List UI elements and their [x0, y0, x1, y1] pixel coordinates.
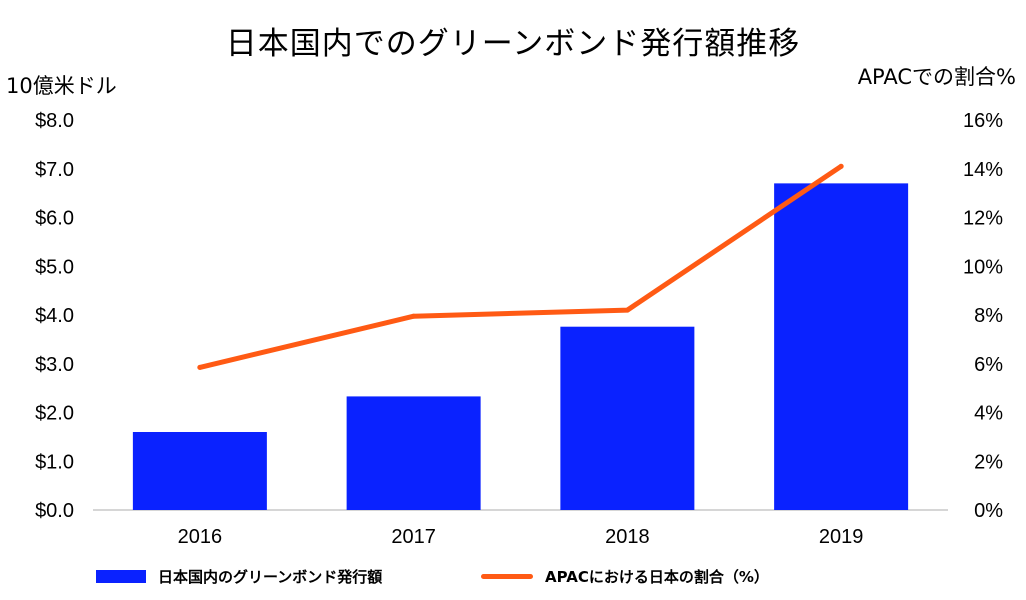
line-point-2016: [197, 364, 203, 370]
legend-bar-swatch: [96, 569, 146, 583]
legend-item-line: APACにおける日本の割合（%）: [481, 565, 769, 587]
y-left-tick-label: $1.0: [35, 451, 74, 473]
line-point-2017: [411, 313, 417, 319]
y-left-tick-label: $0.0: [35, 500, 74, 522]
y-right-tick-label: 12%: [963, 208, 1003, 230]
bar-2016: [132, 432, 267, 510]
line-point-2018: [624, 307, 630, 313]
y-left-tick-label: $4.0: [35, 305, 74, 327]
bar-2019: [774, 183, 909, 510]
bar-2017: [346, 396, 481, 510]
legend-line-swatch: [481, 573, 533, 579]
line-point-2019: [838, 163, 844, 169]
y-left-tick-label: $2.0: [35, 403, 74, 425]
x-tick-label: 2019: [819, 526, 864, 548]
y-right-tick-label: 16%: [963, 110, 1003, 132]
y-right-tick-label: 10%: [963, 256, 1003, 278]
bar-2018: [560, 326, 695, 510]
legend-bar-label: 日本国内のグリーンボンド発行額: [158, 567, 383, 586]
y-right-tick-label: 14%: [963, 159, 1003, 181]
line-series-apac-share: [197, 163, 844, 370]
y-right-tick-label: 6%: [974, 354, 1003, 376]
y-right-tick-label: 4%: [974, 403, 1003, 425]
right-axis-unit-label: APACでの割合%: [857, 65, 1016, 89]
y-left-tick-label: $5.0: [35, 256, 74, 278]
chart-title: 日本国内でのグリーンボンド発行額推移: [225, 26, 801, 62]
left-axis-unit-label: 10億米ドル: [6, 74, 117, 98]
y-right-tick-label: 2%: [974, 451, 1003, 473]
legend-item-bar: 日本国内のグリーンボンド発行額: [96, 565, 382, 587]
x-tick-label: 2017: [391, 526, 436, 548]
y-left-tick-label: $6.0: [35, 208, 74, 230]
y-left-tick-label: $8.0: [35, 110, 74, 132]
x-tick-label: 2018: [605, 526, 650, 548]
y-left-tick-label: $3.0: [35, 354, 74, 376]
y-right-tick-label: 8%: [974, 305, 1003, 327]
x-tick-label: 2016: [178, 526, 223, 548]
legend-line-label: APACにおける日本の割合（%）: [545, 567, 769, 586]
y-right-tick-label: 0%: [974, 500, 1003, 522]
y-left-tick-label: $7.0: [35, 159, 74, 181]
